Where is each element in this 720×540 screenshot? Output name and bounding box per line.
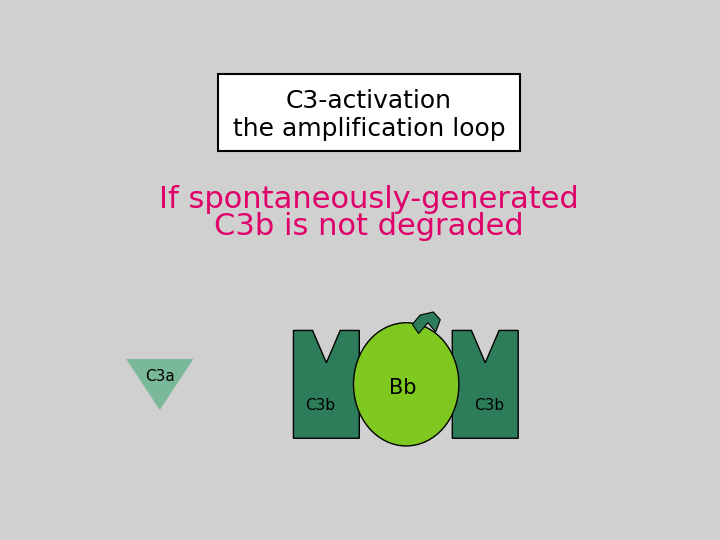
Text: Bb: Bb	[389, 378, 416, 398]
Text: C3a: C3a	[145, 369, 175, 384]
Text: C3b is not degraded: C3b is not degraded	[214, 212, 524, 241]
Text: C3b: C3b	[305, 399, 336, 414]
Text: C3b: C3b	[474, 399, 504, 414]
Text: the amplification loop: the amplification loop	[233, 118, 505, 141]
Polygon shape	[294, 330, 359, 438]
Text: C3-activation: C3-activation	[286, 89, 452, 113]
Polygon shape	[452, 330, 518, 438]
Polygon shape	[127, 359, 193, 409]
FancyBboxPatch shape	[218, 74, 520, 151]
Ellipse shape	[354, 323, 459, 446]
Polygon shape	[413, 312, 441, 334]
Text: If spontaneously-generated: If spontaneously-generated	[159, 185, 579, 214]
